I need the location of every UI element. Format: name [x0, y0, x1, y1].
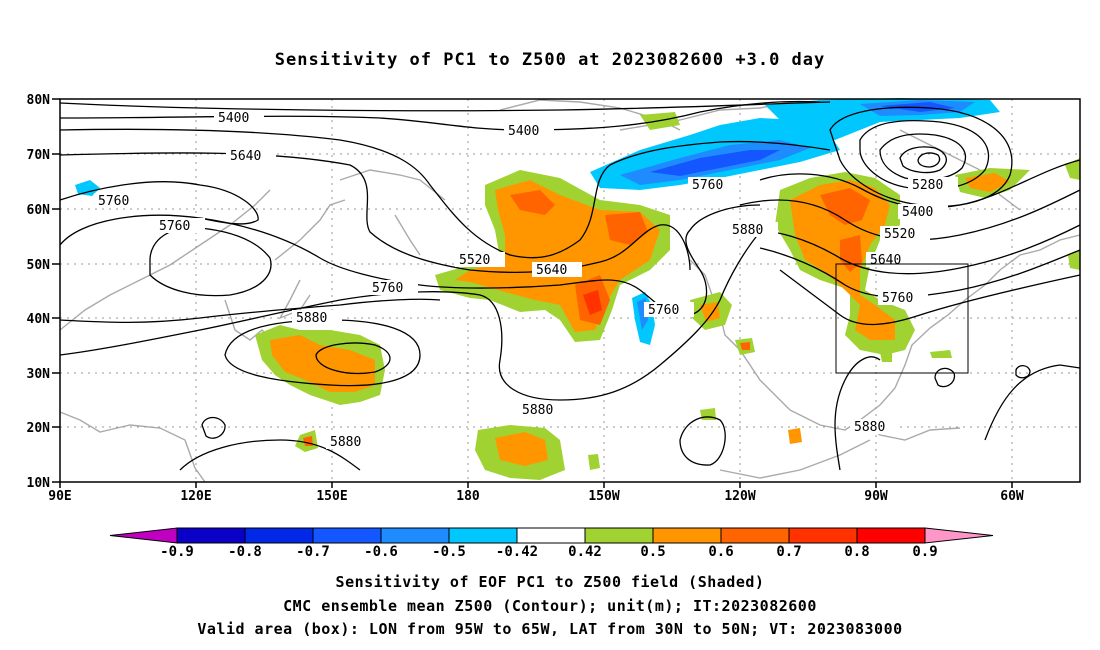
colorbar-segment [312, 527, 382, 544]
plot-title: Sensitivity of PC1 to Z500 at 2023082600… [274, 50, 826, 70]
colorbar-segment [788, 527, 858, 544]
lon-label: 150W [588, 489, 619, 504]
contour-label: 5880 [330, 435, 361, 450]
colorbar-segment [176, 527, 246, 544]
colorbar-label: 0.42 [568, 544, 602, 560]
contour-label: 5880 [732, 223, 763, 238]
lat-label: 30N [27, 367, 51, 382]
colorbar-label: -0.6 [364, 544, 398, 560]
lat-labels: 80N 70N 60N 50N 40N 30N 20N 10N [27, 93, 51, 491]
colorbar-arrow-high [924, 527, 994, 544]
colorbar-label: -0.42 [496, 544, 538, 560]
lat-label: 10N [27, 476, 51, 491]
colorbar-label: -0.8 [228, 544, 262, 560]
colorbar-label: 0.9 [912, 544, 937, 560]
colorbar-segment [516, 527, 586, 544]
plot-frame [59, 98, 1081, 483]
colorbar-label: 0.5 [640, 544, 665, 560]
colorbar-label: 0.7 [776, 544, 801, 560]
lat-label: 50N [27, 258, 51, 273]
contour-label: 5400 [508, 124, 539, 139]
colorbar [109, 527, 994, 544]
contour-label: 5280 [912, 178, 943, 193]
colorbar-segment [720, 527, 790, 544]
lon-label: 90E [48, 489, 71, 504]
colorbar-labels: -0.9 -0.8 -0.7 -0.6 -0.5 -0.42 0.42 0.5 … [160, 544, 938, 560]
lon-label: 150E [316, 489, 347, 504]
colorbar-arrow-low [109, 527, 178, 544]
contour-label: 5880 [522, 403, 553, 418]
lat-label: 60N [27, 203, 51, 218]
contour-label: 5760 [882, 291, 913, 306]
colorbar-label: -0.9 [160, 544, 194, 560]
colorbar-label: -0.7 [296, 544, 330, 560]
contour-label: 5880 [854, 420, 885, 435]
contour-label: 5880 [296, 311, 327, 326]
lat-label: 80N [27, 93, 51, 108]
contour-label: 5760 [692, 178, 723, 193]
colorbar-segment [584, 527, 654, 544]
caption-valid-area: Valid area (box): LON from 95W to 65W, L… [197, 620, 903, 638]
contour-label: 5400 [218, 111, 249, 126]
valid-area-box [835, 263, 969, 374]
lon-label: 120W [724, 489, 755, 504]
colorbar-segment [856, 527, 926, 544]
colorbar-segment [380, 527, 450, 544]
lat-label: 70N [27, 148, 51, 163]
colorbar-label: 0.8 [844, 544, 869, 560]
contour-label-group: 5400 5400 5640 5760 5760 5520 5640 5760 … [94, 110, 958, 450]
axis-ticks [52, 98, 1013, 488]
lat-label: 20N [27, 421, 51, 436]
lon-label: 180 [456, 489, 480, 504]
contour-label: 5520 [459, 253, 490, 268]
colorbar-segment [244, 527, 314, 544]
contour-label: 5640 [230, 149, 261, 164]
lon-label: 90W [864, 489, 888, 504]
contour-label: 5400 [902, 205, 933, 220]
lon-labels: 90E 120E 150E 180 150W 120W 90W 60W [48, 489, 1024, 504]
contour-label: 5760 [372, 281, 403, 296]
contour-label: 5520 [884, 227, 915, 242]
contour-label: 5760 [98, 194, 129, 209]
lon-label: 120E [180, 489, 211, 504]
contour-label: 5640 [870, 253, 901, 268]
colorbar-label: 0.6 [708, 544, 733, 560]
caption-shading: Sensitivity of EOF PC1 to Z500 field (Sh… [335, 573, 765, 591]
caption-contour: CMC ensemble mean Z500 (Contour); unit(m… [283, 597, 817, 615]
contour-label: 5640 [536, 263, 567, 278]
contour-label: 5760 [648, 303, 679, 318]
colorbar-segment [448, 527, 518, 544]
lat-label: 40N [27, 312, 51, 327]
lon-label: 60W [1000, 489, 1024, 504]
colorbar-segment [652, 527, 722, 544]
colorbar-label: -0.5 [432, 544, 466, 560]
contour-label: 5760 [159, 219, 190, 234]
